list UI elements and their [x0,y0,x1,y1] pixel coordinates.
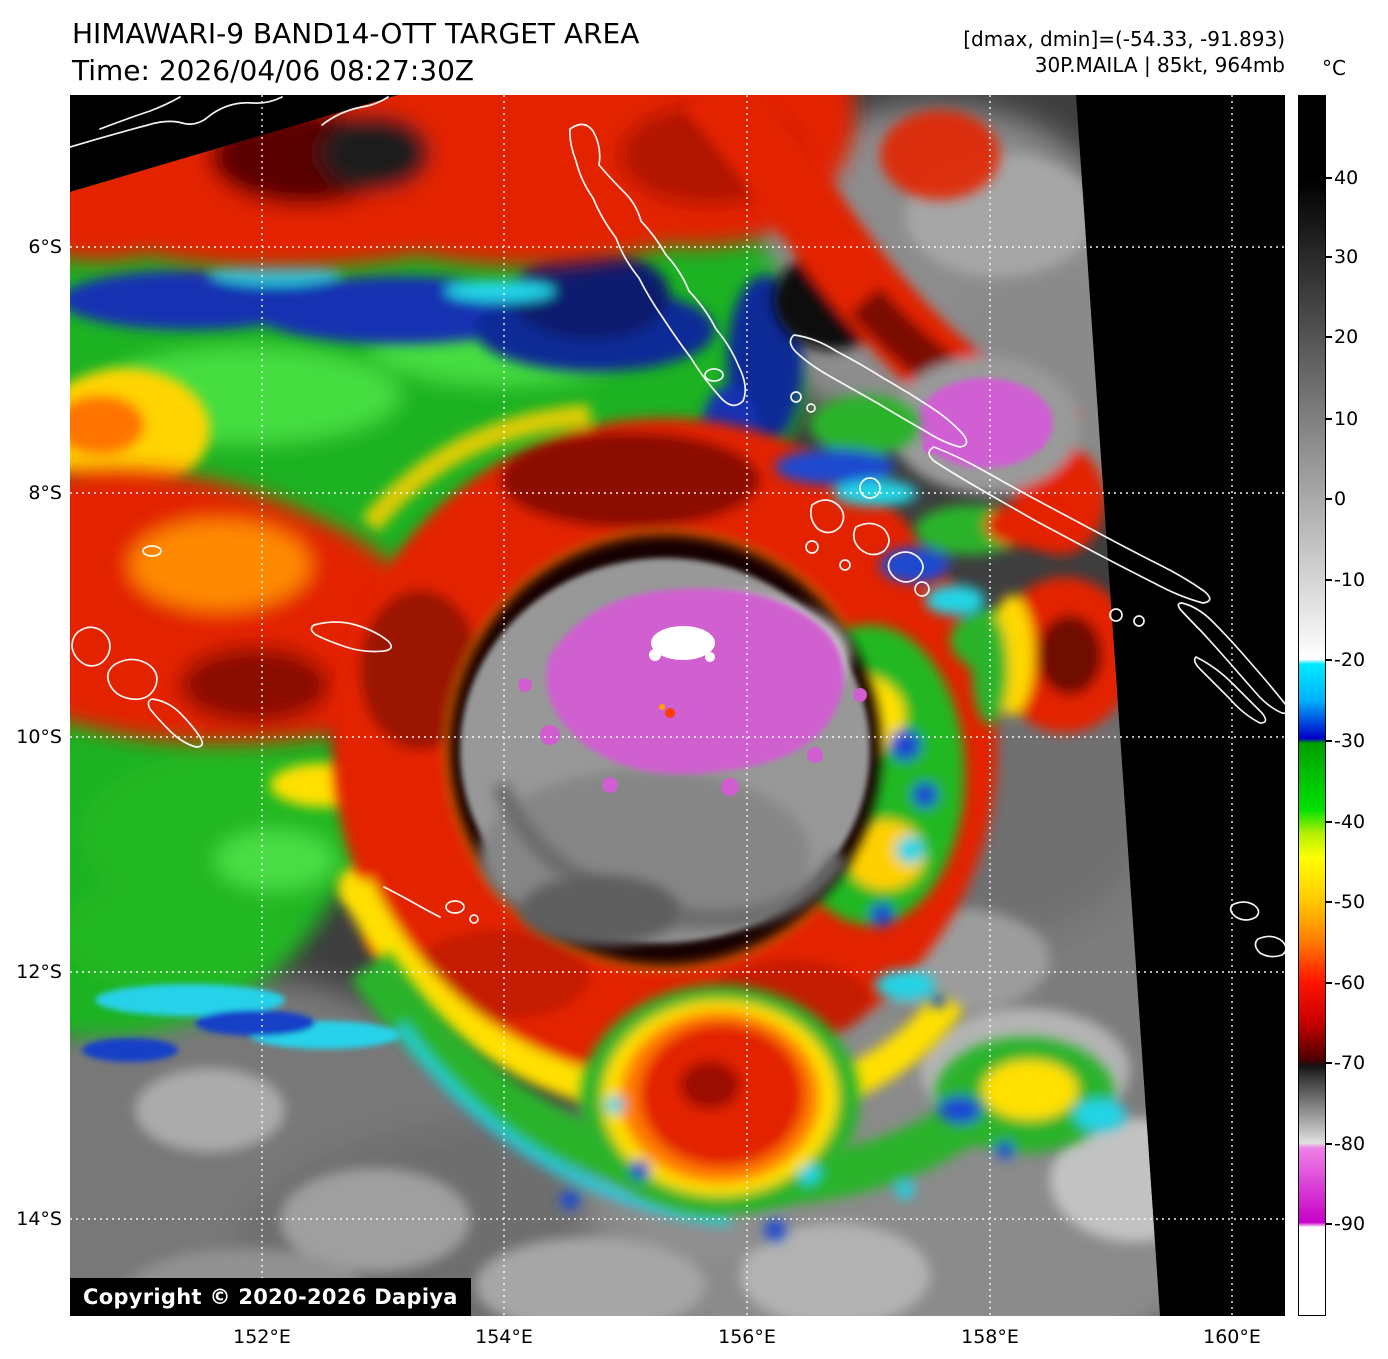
coastlines [70,96,1285,958]
lon-tick-label: 158°E [961,1326,1019,1348]
temperature-colorbar [1298,95,1326,1316]
copyright-badge: Copyright © 2020-2026 Dapiya [70,1278,471,1316]
lat-tick-label: 8°S [28,482,62,504]
colorbar-tick: -80 [1334,1133,1366,1155]
colorbar-unit-label: °C [1322,56,1346,80]
lat-tick-label: 6°S [28,236,62,258]
dmax-dmin-readout: [dmax, dmin]=(-54.33, -91.893) [963,27,1285,51]
colorbar-tick: 40 [1334,167,1359,189]
lon-tick-label: 156°E [718,1326,776,1348]
colorbar-tick: -50 [1334,891,1366,913]
satellite-image-panel: Copyright © 2020-2026 Dapiya [70,95,1285,1316]
colorbar-tick: -30 [1334,730,1366,752]
data-swath [70,95,1160,1316]
colorbar-tick: -70 [1334,1052,1366,1074]
colorbar-tick: -90 [1334,1213,1366,1235]
lat-tick-label: 12°S [16,961,62,983]
timestamp: Time: 2026/04/06 08:27:30Z [72,54,475,87]
cold-tops-magenta [518,588,867,796]
colorbar-tick: -20 [1334,649,1366,671]
lat-tick-label: 10°S [16,726,62,748]
colorbar-tick: -10 [1334,569,1366,591]
page-title: HIMAWARI-9 BAND14-OTT TARGET AREA [72,17,640,50]
colorbar-tick: -40 [1334,811,1366,833]
gridlines [70,95,1285,1316]
colorbar-tick: 10 [1334,408,1359,430]
warm-eye-pixel [665,708,675,718]
ir-scene [70,95,1285,1316]
lon-tick-label: 154°E [475,1326,533,1348]
lon-tick-label: 152°E [233,1326,291,1348]
lat-tick-label: 14°S [16,1208,62,1230]
colorbar-tick: 20 [1334,326,1359,348]
colorbar-tick: 0 [1334,488,1347,510]
colorbar-tick: -60 [1334,972,1366,994]
colorbar-tick: 30 [1334,246,1359,268]
lon-tick-label: 160°E [1203,1326,1261,1348]
storm-info: 30P.MAILA | 85kt, 964mb [1034,53,1285,77]
header-info: [dmax, dmin]=(-54.33, -91.893) 30P.MAILA… [963,26,1285,78]
